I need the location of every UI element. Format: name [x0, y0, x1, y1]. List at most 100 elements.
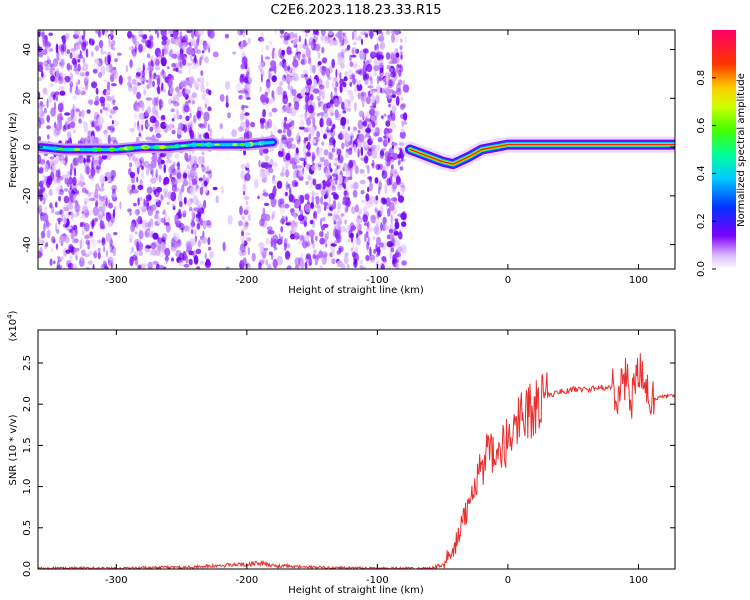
noise-blob: [60, 58, 66, 66]
noise-blob: [38, 77, 43, 82]
noise-blob: [357, 35, 362, 41]
noise-blob: [308, 85, 315, 93]
noise-blob: [139, 157, 145, 164]
y-tick-label: 2.5: [22, 355, 33, 371]
noise-blob: [357, 214, 361, 219]
noise-blob: [158, 166, 163, 170]
noise-blob: [111, 175, 115, 182]
noise-blob: [77, 59, 81, 63]
noise-blob: [245, 91, 250, 101]
noise-blob: [86, 153, 91, 162]
noise-blob: [245, 131, 253, 140]
noise-blob: [284, 151, 287, 157]
noise-blob: [367, 139, 371, 145]
noise-blob: [365, 254, 370, 262]
y-tick-label: 1.5: [22, 437, 33, 453]
noise-blob: [187, 240, 194, 248]
noise-blob: [335, 180, 338, 185]
noise-blob: [132, 78, 137, 85]
noise-blob: [378, 76, 383, 82]
noise-blob: [251, 252, 256, 262]
noise-blob: [160, 30, 167, 37]
noise-blob: [349, 93, 354, 102]
noise-blob: [79, 237, 85, 248]
noise-blob: [131, 127, 134, 135]
noise-blob: [377, 186, 381, 195]
noise-blob: [163, 266, 167, 269]
noise-blob: [86, 136, 91, 145]
noise-blob: [265, 259, 269, 266]
noise-blob: [191, 64, 198, 70]
noise-blob: [204, 56, 209, 64]
noise-blob: [194, 160, 198, 166]
noise-blob: [77, 54, 84, 59]
noise-blob: [41, 200, 45, 204]
noise-blob: [42, 174, 46, 179]
noise-blob: [315, 30, 320, 36]
noise-blob: [351, 47, 358, 55]
noise-blob: [386, 241, 393, 248]
noise-blob: [284, 191, 288, 197]
noise-blob: [277, 129, 283, 134]
noise-blob: [381, 32, 384, 36]
noise-blob: [261, 48, 264, 52]
noise-blob: [127, 85, 133, 92]
noise-blob: [299, 259, 305, 269]
snr-x-label: Height of straight line (km): [288, 585, 424, 596]
noise-blob: [289, 72, 295, 77]
noise-blob: [351, 206, 356, 215]
noise-blob: [196, 200, 202, 209]
noise-blob: [286, 50, 293, 55]
noise-blob: [352, 181, 359, 190]
noise-blob: [38, 205, 43, 210]
noise-blob: [279, 61, 283, 66]
noise-blob: [151, 248, 157, 256]
noise-blob: [238, 95, 243, 100]
noise-blob: [191, 50, 195, 55]
noise-blob: [321, 38, 328, 44]
noise-blob: [195, 182, 198, 192]
noise-blob: [373, 249, 376, 254]
noise-blob: [56, 95, 58, 102]
snr-panel: -300 -200 -100 0 100 0.0 0.5 1.0 1.5 2.0 2.5 Heig…: [6, 310, 676, 596]
noise-blob: [331, 82, 335, 90]
noise-blob: [201, 236, 207, 244]
noise-blob: [105, 232, 112, 243]
ridge-blob: [144, 145, 149, 149]
noise-blob: [162, 208, 167, 215]
noise-blob: [144, 123, 150, 128]
noise-blob: [321, 225, 325, 231]
noise-blob: [90, 167, 96, 177]
noise-blob: [285, 123, 290, 130]
noise-blob: [148, 30, 151, 33]
noise-blob: [325, 79, 330, 89]
noise-blob: [263, 148, 269, 154]
noise-blob: [298, 43, 304, 49]
noise-blob: [68, 176, 73, 186]
noise-blob: [110, 31, 114, 37]
noise-blob: [56, 186, 60, 196]
noise-blob: [348, 147, 353, 152]
noise-blob: [315, 235, 318, 242]
noise-blob: [49, 63, 54, 68]
noise-blob: [57, 113, 63, 123]
noise-blob: [155, 168, 158, 179]
noise-blob: [151, 155, 158, 162]
noise-blob: [311, 165, 316, 171]
noise-blob: [103, 245, 106, 253]
noise-blob: [50, 75, 56, 82]
noise-blob: [55, 68, 60, 79]
noise-blob: [197, 30, 204, 36]
noise-blob: [60, 58, 65, 69]
noise-blob: [238, 126, 244, 132]
noise-blob: [343, 190, 348, 197]
noise-blob: [270, 237, 273, 248]
noise-blob: [207, 30, 212, 38]
noise-blob: [201, 91, 206, 101]
noise-blob: [312, 117, 316, 127]
noise-blob: [189, 186, 196, 196]
noise-blob: [39, 101, 44, 107]
noise-blob: [196, 266, 201, 269]
noise-blob: [59, 256, 64, 261]
